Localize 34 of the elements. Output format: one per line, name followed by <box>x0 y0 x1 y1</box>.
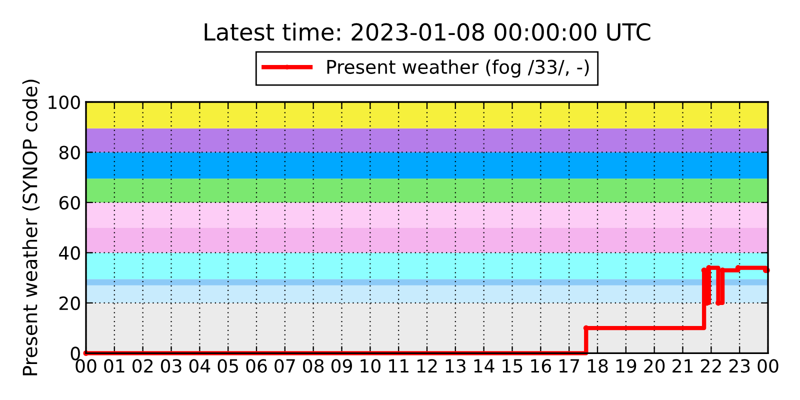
x-tick-label: 10 <box>360 359 380 373</box>
y-tick-label: 80 <box>59 146 80 160</box>
chart-title: Latest time: 2023-01-08 00:00:00 UTC <box>204 22 650 41</box>
x-tick-label: 19 <box>616 359 636 373</box>
x-tick-label: 00 <box>758 359 778 373</box>
x-tick-label: 01 <box>104 359 124 373</box>
y-tick-label: 0 <box>70 346 80 360</box>
y-tick-label: 100 <box>48 95 80 110</box>
x-tick-label: 14 <box>474 359 494 372</box>
x-tick-label: 16 <box>531 359 552 373</box>
x-tick-label: 05 <box>218 359 238 373</box>
y-axis-title: Present weather (SYNOP code) <box>22 80 40 376</box>
y-tick-label: 40 <box>59 246 80 260</box>
x-tick-label: 06 <box>246 359 267 373</box>
x-tick-label: 22 <box>701 359 721 372</box>
x-tick-label: 21 <box>672 359 693 372</box>
x-tick-label: 23 <box>729 359 750 373</box>
x-tick-label: 00 <box>76 359 96 373</box>
x-tick-label: 12 <box>417 359 437 372</box>
x-tick-label: 20 <box>644 359 665 373</box>
x-tick-label: 17 <box>560 359 580 372</box>
x-tick-label: 04 <box>189 359 210 373</box>
legend-label: Present weather (fog /33/, -) <box>327 59 589 78</box>
y-tick-label: 20 <box>59 296 80 310</box>
x-tick-label: 08 <box>303 359 324 373</box>
x-tick-label: 11 <box>389 359 408 372</box>
y-tick-label: 60 <box>59 196 80 210</box>
x-tick-label: 09 <box>331 359 352 373</box>
x-tick-label: 03 <box>160 359 182 373</box>
x-tick-label: 02 <box>132 359 153 373</box>
x-tick-label: 15 <box>502 359 522 373</box>
x-tick-label: 07 <box>274 359 295 373</box>
x-tick-label: 18 <box>588 359 608 373</box>
x-tick-label: 13 <box>446 359 466 373</box>
